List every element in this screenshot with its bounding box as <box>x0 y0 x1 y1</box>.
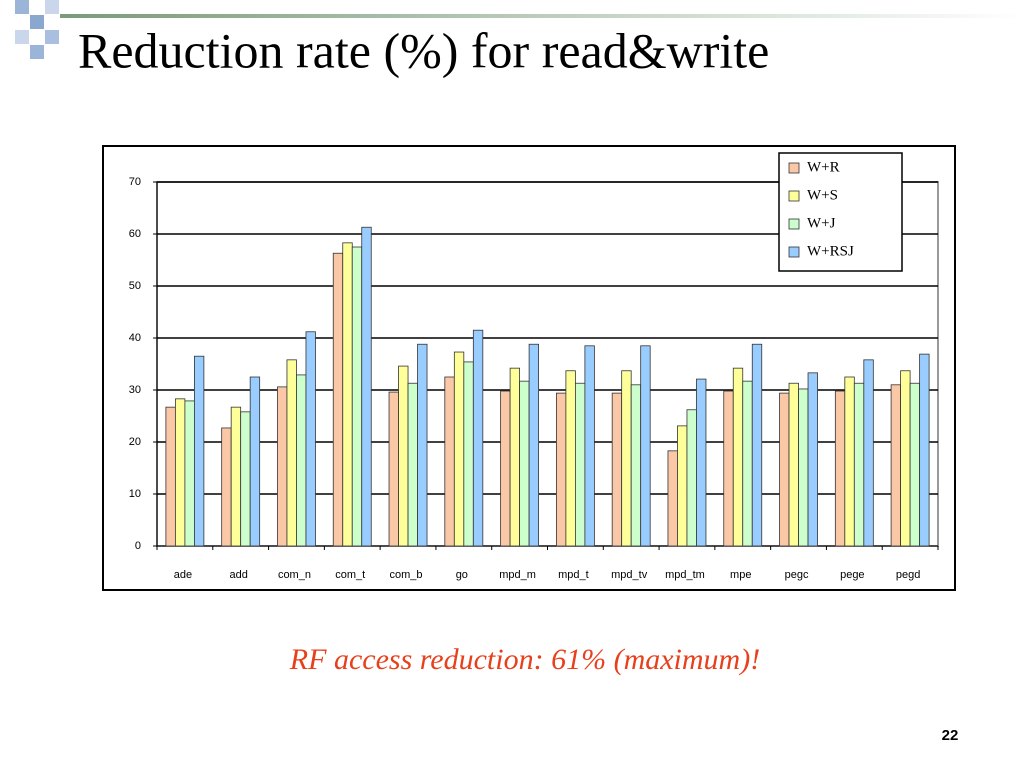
bar <box>296 374 307 547</box>
page-number: 22 <box>942 727 959 744</box>
legend-label: W+RSJ <box>807 243 854 259</box>
x-tick-label: mpd_m <box>499 569 536 581</box>
y-tick-label: 60 <box>129 228 141 240</box>
bar <box>723 390 734 547</box>
bar <box>565 370 576 547</box>
x-tick-label: go <box>456 569 468 581</box>
bar <box>807 372 818 547</box>
bar <box>779 392 790 547</box>
bar <box>500 390 511 547</box>
bar <box>305 331 316 547</box>
bar <box>853 382 865 547</box>
x-tick-label: com_b <box>390 569 423 581</box>
bar <box>221 427 232 547</box>
bar <box>919 353 930 547</box>
y-tick-label: 70 <box>129 176 141 188</box>
y-tick-label: 40 <box>129 332 141 344</box>
bar <box>332 252 344 547</box>
bar <box>184 400 195 547</box>
bar <box>667 450 678 547</box>
x-tick-label: pegc <box>785 569 809 581</box>
bar <box>621 370 632 547</box>
x-tick-label: mpd_tv <box>611 569 648 581</box>
bar <box>519 380 530 547</box>
bar <box>732 367 744 547</box>
bar <box>165 406 176 547</box>
bar <box>611 392 623 547</box>
bar <box>240 411 251 547</box>
bar <box>900 370 911 547</box>
bar <box>788 382 799 547</box>
bar <box>696 378 707 547</box>
x-tick-label: pegd <box>896 569 920 581</box>
bar <box>398 365 409 547</box>
bar <box>863 359 874 547</box>
bar <box>509 367 521 547</box>
legend-swatch <box>788 218 800 230</box>
bar <box>351 246 363 547</box>
bar <box>630 384 642 547</box>
bar <box>388 391 399 547</box>
legend-label: W+R <box>807 159 840 175</box>
bar <box>751 343 763 547</box>
bar <box>361 226 372 547</box>
bar <box>453 351 465 547</box>
bar <box>528 343 540 547</box>
x-tick-label: pege <box>840 569 864 581</box>
x-tick-label: ade <box>174 569 192 581</box>
legend-swatch <box>788 162 800 174</box>
bar <box>834 390 846 547</box>
note: RF access reduction: 61% (maximum)! <box>289 643 760 676</box>
bar <box>844 376 855 547</box>
bar <box>230 406 242 547</box>
x-tick-label: com_t <box>335 569 365 581</box>
x-tick-label: mpd_t <box>558 569 589 581</box>
legend-box <box>778 152 903 272</box>
y-tick-label: 10 <box>129 488 141 500</box>
legend-label: W+J <box>807 215 836 231</box>
slide-title: Reduction rate (%) for read&write <box>78 22 769 78</box>
bar <box>193 355 205 547</box>
bar <box>574 382 586 547</box>
bar <box>742 380 753 547</box>
bar <box>342 242 353 547</box>
bar <box>249 376 261 547</box>
y-tick-label: 0 <box>135 540 141 552</box>
y-tick-label: 20 <box>129 436 141 448</box>
bar <box>417 343 428 547</box>
bar <box>909 382 921 547</box>
bar <box>444 376 455 547</box>
x-tick-label: com_n <box>278 569 311 581</box>
x-tick-label: mpe <box>730 569 751 581</box>
decoration <box>15 0 1024 59</box>
bar <box>277 386 288 547</box>
x-tick-label: mpd_tm <box>665 569 705 581</box>
legend-swatch <box>788 190 800 202</box>
bar <box>686 409 697 547</box>
bar <box>798 388 809 547</box>
bar <box>472 329 484 547</box>
bar <box>407 382 418 547</box>
legend-label: W+S <box>807 187 838 203</box>
bar <box>286 359 297 547</box>
bar <box>890 384 902 547</box>
bar <box>555 392 567 547</box>
bar <box>174 398 186 547</box>
y-tick-label: 30 <box>129 384 141 396</box>
bar <box>640 345 651 547</box>
bar <box>584 345 595 547</box>
legend-swatch <box>788 246 800 258</box>
bar <box>677 425 688 547</box>
x-tick-label: add <box>229 569 247 581</box>
y-tick-label: 50 <box>129 280 141 292</box>
bar <box>463 361 474 547</box>
